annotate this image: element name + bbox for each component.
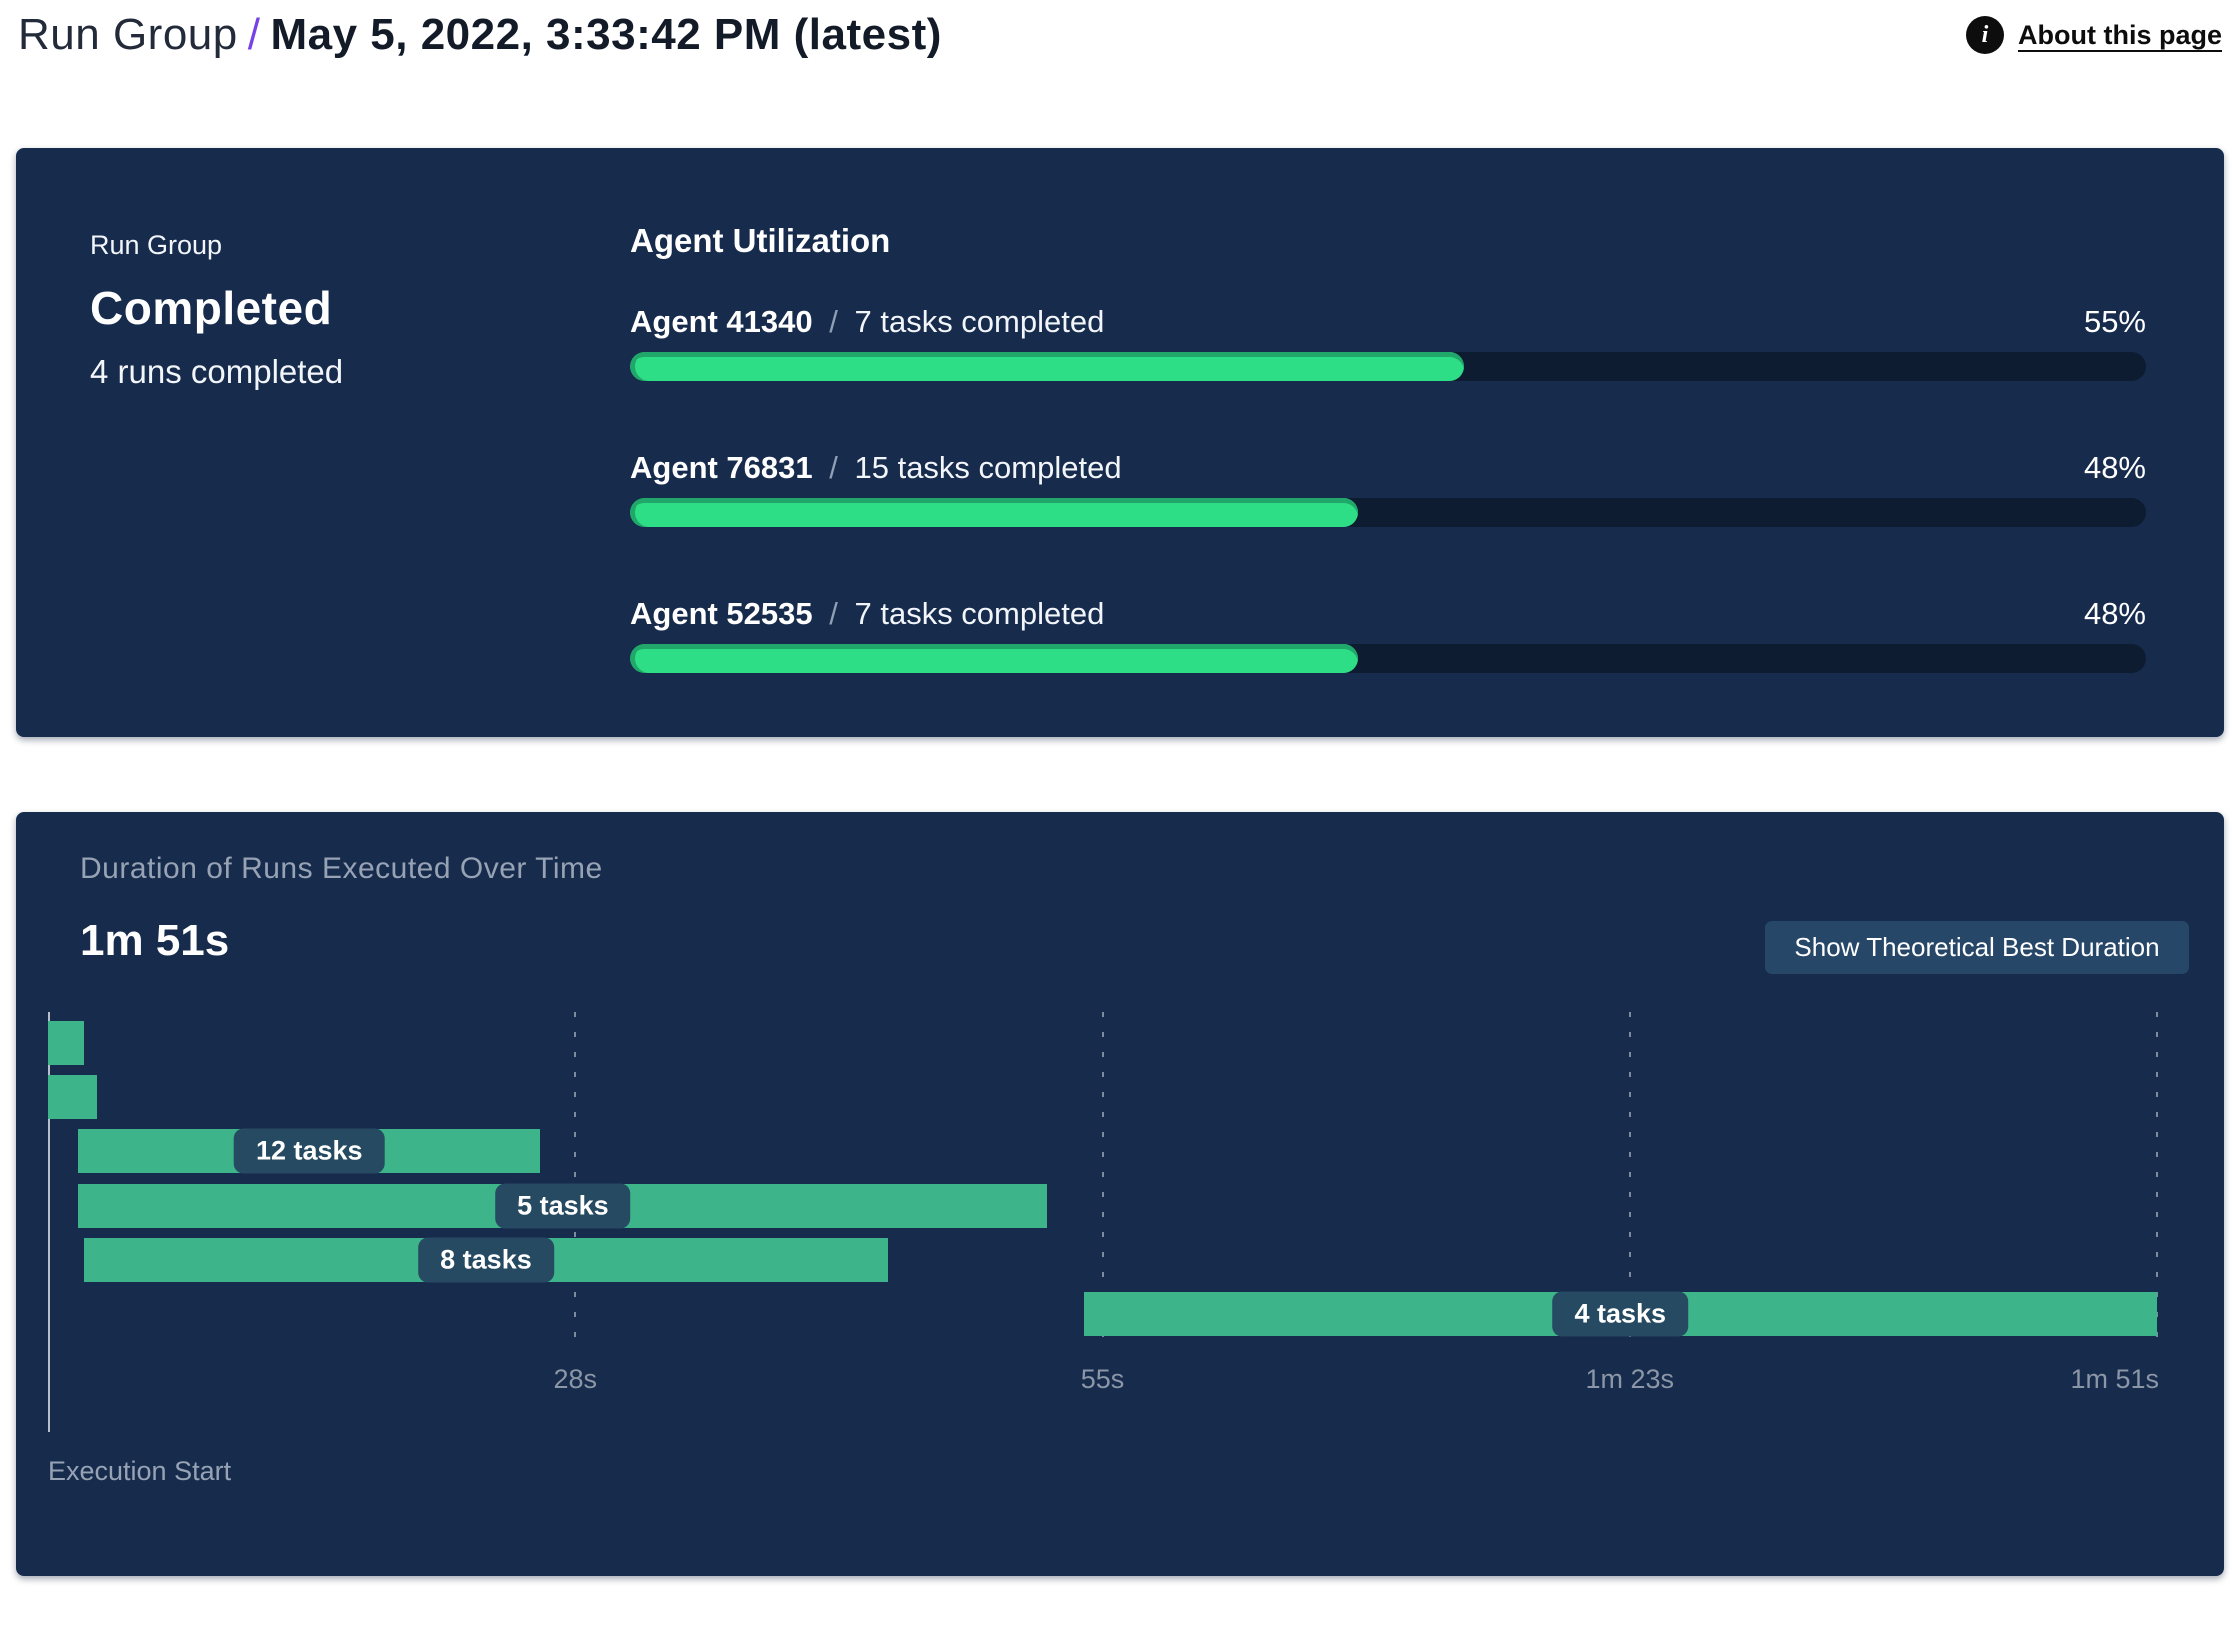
execution-start-label: Execution Start bbox=[48, 1456, 232, 1486]
gantt-run-bar[interactable]: 12 tasks bbox=[78, 1128, 541, 1174]
execution-start-axis-line bbox=[48, 1012, 50, 1432]
agent-tasks-completed: 7 tasks completed bbox=[854, 596, 1105, 631]
about-link-label: About this page bbox=[2018, 19, 2222, 50]
gantt-run-bar[interactable]: 4 tasks bbox=[1083, 1291, 2157, 1337]
duration-chart-title: Duration of Runs Executed Over Time bbox=[80, 852, 603, 885]
agent-separator: / bbox=[820, 450, 847, 485]
gantt-task-count-label: 5 tasks bbox=[495, 1183, 631, 1229]
runs-completed-text: 4 runs completed bbox=[90, 353, 344, 390]
agent-utilization-section: Agent Utilization Agent 41340 / 7 tasks … bbox=[630, 222, 2146, 673]
agent-row: Agent 76831 / 15 tasks completed 48% bbox=[630, 450, 2146, 527]
page-header: Run Group / May 5, 2022, 3:33:42 PM (lates… bbox=[18, 10, 2222, 60]
agent-tasks-completed: 7 tasks completed bbox=[854, 304, 1105, 339]
agent-label: Agent 76831 / 15 tasks completed bbox=[630, 450, 1122, 486]
x-axis-tick-label: 55s bbox=[1080, 1364, 1125, 1394]
breadcrumb-separator: / bbox=[247, 10, 261, 59]
agent-separator: / bbox=[820, 304, 847, 339]
info-icon: i bbox=[1966, 16, 2004, 54]
agent-label: Agent 52535 / 7 tasks completed bbox=[630, 596, 1104, 632]
agent-tasks-completed: 15 tasks completed bbox=[854, 450, 1122, 485]
breadcrumb: Run Group / May 5, 2022, 3:33:42 PM (lates… bbox=[18, 10, 942, 60]
run-group-label: Run Group bbox=[90, 230, 223, 260]
agent-progress-track bbox=[630, 352, 2146, 381]
gantt-gridline bbox=[1101, 1012, 1104, 1348]
agent-utilization-rows: Agent 41340 / 7 tasks completed 55% Agent … bbox=[630, 304, 2146, 673]
total-duration-value: 1m 51s bbox=[80, 916, 230, 965]
agent-progress-fill bbox=[630, 644, 1358, 673]
duration-chart-card: Duration of Runs Executed Over Time 1m 5… bbox=[16, 812, 2224, 1576]
gantt-task-count-label: 4 tasks bbox=[1552, 1291, 1689, 1337]
agent-row-header: Agent 52535 / 7 tasks completed 48% bbox=[630, 596, 2146, 632]
agent-id: Agent 76831 bbox=[630, 450, 813, 485]
agent-row-header: Agent 41340 / 7 tasks completed 55% bbox=[630, 304, 2146, 340]
agent-row: Agent 41340 / 7 tasks completed 55% bbox=[630, 304, 2146, 381]
agent-id: Agent 41340 bbox=[630, 304, 813, 339]
page-title: May 5, 2022, 3:33:42 PM (latest) bbox=[270, 10, 942, 59]
gantt-gridline bbox=[2156, 1012, 2158, 1348]
about-this-page-link[interactable]: i About this page bbox=[1966, 16, 2222, 54]
agent-progress-fill bbox=[630, 498, 1358, 527]
gantt-task-count-label: 8 tasks bbox=[418, 1237, 554, 1283]
duration-gantt-chart: Execution Start 28s 55s 1m 23s 1m 51s 12 tas… bbox=[48, 1012, 2176, 1522]
gantt-gridline bbox=[1628, 1012, 1631, 1348]
agent-row: Agent 52535 / 7 tasks completed 48% bbox=[630, 596, 2146, 673]
agent-progress-fill bbox=[630, 352, 1464, 381]
agent-utilization-title: Agent Utilization bbox=[630, 222, 891, 259]
x-axis-tick-label: 1m 23s bbox=[1585, 1364, 1675, 1394]
gantt-run-bar[interactable] bbox=[48, 1021, 85, 1065]
x-axis-tick-label: 1m 51s bbox=[2070, 1364, 2159, 1394]
breadcrumb-run-group[interactable]: Run Group bbox=[18, 10, 238, 59]
gantt-gridline bbox=[574, 1012, 577, 1348]
run-status-block: Run Group Completed 4 runs completed bbox=[90, 230, 343, 391]
agent-row-header: Agent 76831 / 15 tasks completed 48% bbox=[630, 450, 2146, 486]
status-badge: Completed bbox=[90, 282, 333, 334]
run-group-status-card: Run Group Completed 4 runs completed Age… bbox=[16, 148, 2224, 737]
agent-progress-track bbox=[630, 498, 2146, 527]
agent-progress-track bbox=[630, 644, 2146, 673]
agent-utilization-percent: 48% bbox=[2083, 450, 2146, 485]
agent-id: Agent 52535 bbox=[630, 596, 813, 631]
gantt-run-bar[interactable]: 8 tasks bbox=[84, 1237, 888, 1283]
gantt-run-bar[interactable]: 5 tasks bbox=[78, 1183, 1048, 1229]
agent-utilization-percent: 48% bbox=[2083, 596, 2146, 631]
gantt-task-count-label: 12 tasks bbox=[233, 1128, 385, 1174]
agent-separator: / bbox=[820, 596, 847, 631]
x-axis-tick-label: 28s bbox=[553, 1364, 598, 1394]
gantt-run-bar[interactable] bbox=[48, 1075, 98, 1120]
show-theoretical-best-duration-button[interactable]: Show Theoretical Best Duration bbox=[1765, 921, 2189, 974]
agent-label: Agent 41340 / 7 tasks completed bbox=[630, 304, 1104, 340]
agent-utilization-percent: 55% bbox=[2083, 304, 2146, 339]
